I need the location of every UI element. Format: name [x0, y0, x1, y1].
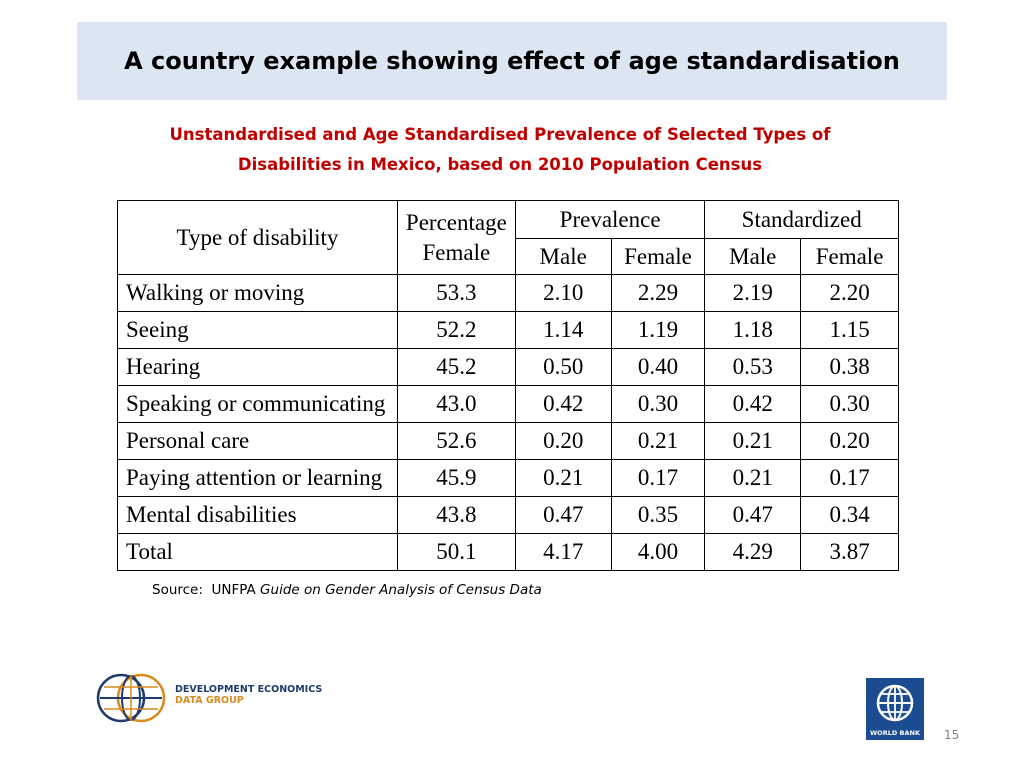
cell-std-female: 0.30 — [800, 385, 899, 423]
cell-std-male: 0.21 — [704, 459, 802, 497]
cell-pct-female: 52.6 — [396, 422, 516, 460]
cell-type: Paying attention or learning — [117, 459, 398, 497]
source-title: Guide on Gender Analysis of Census Data — [260, 582, 542, 598]
cell-prev-male: 0.42 — [514, 385, 612, 423]
table-row: Paying attention or learning 45.9 0.21 0… — [117, 459, 899, 497]
cell-pct-female: 43.0 — [396, 385, 516, 423]
table-row-total: Total 50.1 4.17 4.00 4.29 3.87 — [117, 533, 899, 571]
deg-line2: DATA GROUP — [175, 695, 244, 706]
cell-std-female: 0.34 — [800, 496, 899, 534]
header-prev-male: Male — [514, 238, 612, 275]
cell-prev-female: 0.17 — [610, 459, 706, 497]
table-row: Speaking or communicating 43.0 0.42 0.30… — [117, 385, 899, 423]
cell-std-female: 0.17 — [800, 459, 899, 497]
table-row: Hearing 45.2 0.50 0.40 0.53 0.38 — [117, 348, 899, 386]
cell-prev-male: 2.10 — [514, 274, 612, 312]
table-row: Seeing 52.2 1.14 1.19 1.18 1.15 — [117, 311, 899, 349]
cell-prev-female: 0.40 — [610, 348, 706, 386]
page-number: 15 — [944, 728, 960, 742]
cell-pct-female: 43.8 — [396, 496, 516, 534]
deg-wordmark: DEVELOPMENT ECONOMICS DATA GROUP — [175, 684, 322, 706]
cell-type: Seeing — [117, 311, 398, 349]
cell-prev-male: 0.21 — [514, 459, 612, 497]
disability-table: Type of disability Percentage Female Pre… — [117, 200, 899, 571]
cell-pct-female: 50.1 — [396, 533, 516, 571]
cell-prev-female: 0.30 — [610, 385, 706, 423]
cell-prev-female: 0.35 — [610, 496, 706, 534]
cell-type: Hearing — [117, 348, 398, 386]
cell-std-male: 0.53 — [704, 348, 802, 386]
header-pct-female: Percentage Female — [396, 200, 516, 275]
cell-std-male: 0.47 — [704, 496, 802, 534]
header-prev-female: Female — [610, 238, 706, 275]
caption-line-1: Unstandardised and Age Standardised Prev… — [169, 125, 831, 144]
table-row: Personal care 52.6 0.20 0.21 0.21 0.20 — [117, 422, 899, 460]
deg-line1: DEVELOPMENT ECONOMICS — [175, 684, 323, 695]
world-bank-logo: WORLD BANK — [866, 678, 924, 740]
header-pct-female-line2: Female — [422, 239, 491, 265]
table-row: Mental disabilities 43.8 0.47 0.35 0.47 … — [117, 496, 899, 534]
cell-prev-female: 0.21 — [610, 422, 706, 460]
cell-type: Personal care — [117, 422, 398, 460]
cell-prev-male: 4.17 — [514, 533, 612, 571]
cell-std-female: 0.38 — [800, 348, 899, 386]
cell-pct-female: 52.2 — [396, 311, 516, 349]
table-caption: Unstandardised and Age Standardised Prev… — [0, 120, 1000, 180]
cell-std-female: 2.20 — [800, 274, 899, 312]
cell-prev-male: 0.50 — [514, 348, 612, 386]
cell-type: Mental disabilities — [117, 496, 398, 534]
header-std-female: Female — [800, 238, 899, 275]
development-economics-logo: DEVELOPMENT ECONOMICS DATA GROUP — [95, 672, 325, 724]
header-pct-female-line1: Percentage — [405, 209, 507, 235]
header-type: Type of disability — [117, 200, 398, 275]
cell-std-male: 4.29 — [704, 533, 802, 571]
cell-prev-female: 2.29 — [610, 274, 706, 312]
cell-std-male: 1.18 — [704, 311, 802, 349]
cell-pct-female: 53.3 — [396, 274, 516, 312]
slide-title: A country example showing effect of age … — [124, 47, 900, 75]
caption-line-2: Disabilities in Mexico, based on 2010 Po… — [237, 155, 763, 174]
cell-type: Speaking or communicating — [117, 385, 398, 423]
cell-std-male: 2.19 — [704, 274, 802, 312]
cell-pct-female: 45.9 — [396, 459, 516, 497]
cell-prev-female: 1.19 — [610, 311, 706, 349]
table-row: Walking or moving 53.3 2.10 2.29 2.19 2.… — [117, 274, 899, 312]
globe-logo-icon — [96, 673, 166, 723]
cell-std-male: 0.21 — [704, 422, 802, 460]
header-std-male: Male — [704, 238, 802, 275]
header-standardized: Standardized — [704, 200, 899, 239]
source-note: Source: UNFPA Guide on Gender Analysis o… — [152, 582, 542, 598]
cell-type: Walking or moving — [117, 274, 398, 312]
cell-prev-male: 0.20 — [514, 422, 612, 460]
header-prevalence: Prevalence — [514, 200, 706, 239]
cell-std-female: 3.87 — [800, 533, 899, 571]
cell-prev-female: 4.00 — [610, 533, 706, 571]
source-prefix: Source: UNFPA — [152, 582, 261, 598]
cell-prev-male: 1.14 — [514, 311, 612, 349]
cell-std-female: 0.20 — [800, 422, 899, 460]
cell-prev-male: 0.47 — [514, 496, 612, 534]
cell-pct-female: 45.2 — [396, 348, 516, 386]
title-bar: A country example showing effect of age … — [77, 22, 947, 100]
cell-std-female: 1.15 — [800, 311, 899, 349]
world-bank-label: WORLD BANK — [870, 729, 920, 737]
world-bank-globe-icon — [876, 684, 914, 722]
cell-type: Total — [117, 533, 398, 571]
cell-std-male: 0.42 — [704, 385, 802, 423]
